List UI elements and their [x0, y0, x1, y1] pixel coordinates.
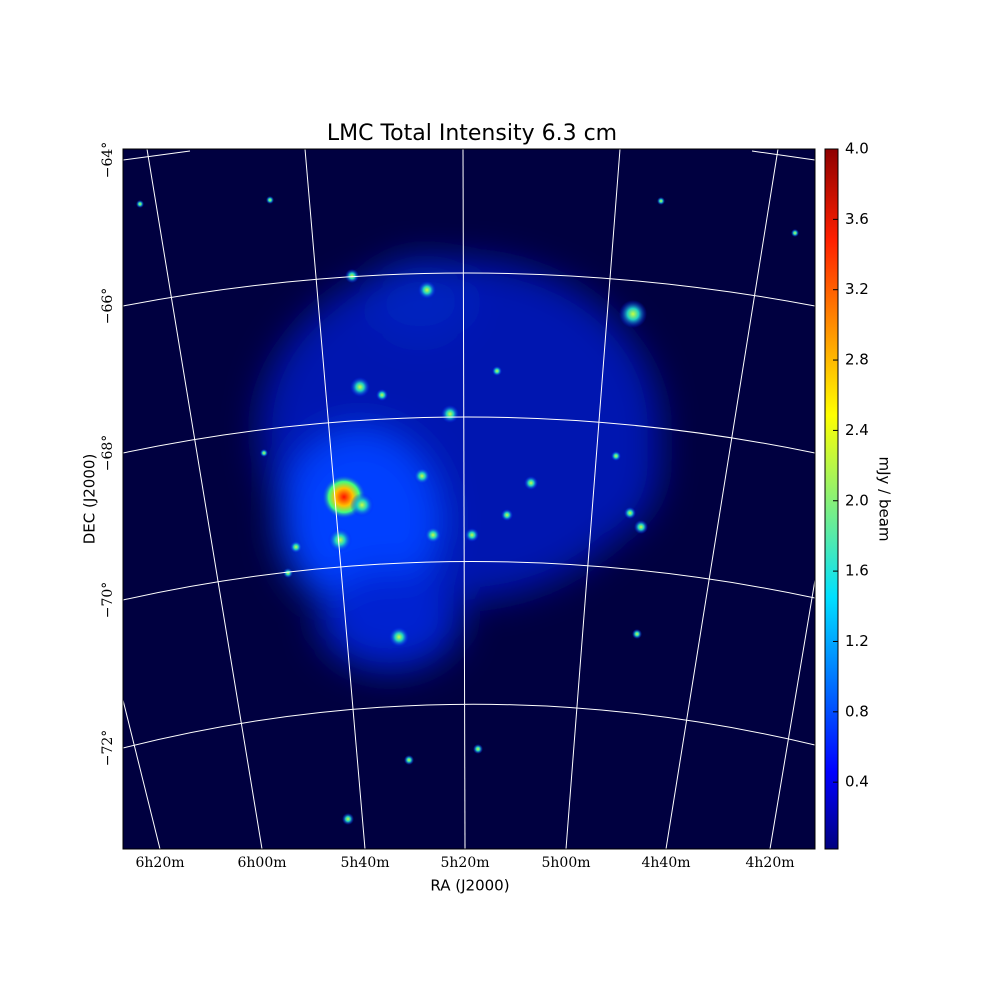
ra-tick-label: 4h20m	[745, 855, 794, 871]
sources	[136, 196, 799, 825]
colorbar	[824, 148, 839, 850]
colorbar-tick-label: 2.4	[845, 421, 869, 439]
x-axis-label: RA (J2000)	[430, 877, 509, 895]
colorbar-tick-label: 3.2	[845, 280, 869, 298]
ra-tick-label: 5h20m	[440, 855, 489, 871]
ra-tick-label: 4h40m	[641, 855, 690, 871]
colorbar-tick-label: 1.6	[845, 562, 869, 580]
dec-tick-label: −70°	[100, 582, 116, 619]
dec-tick-label: −68°	[100, 435, 116, 472]
colorbar-tick-label: 4.0	[845, 140, 869, 158]
y-axis-label: DEC (J2000)	[81, 454, 99, 545]
plot-frame	[122, 148, 816, 850]
colorbar-tick-label: 1.2	[845, 632, 869, 650]
coordinate-grid	[123, 149, 815, 849]
colorbar-tick-label: 2.0	[845, 491, 869, 509]
ra-tick-label: 5h40m	[340, 855, 389, 871]
dec-tick-label: −66°	[100, 288, 116, 325]
colorbar-tick-label: 0.4	[845, 773, 869, 791]
colorbar-label: mJy / beam	[876, 456, 894, 541]
ra-tick-label: 6h00m	[237, 855, 286, 871]
colorbar-tick-label: 0.8	[845, 702, 869, 720]
ra-tick-label: 5h00m	[541, 855, 590, 871]
title: LMC Total Intensity 6.3 cm	[327, 121, 617, 146]
image	[123, 149, 815, 849]
dec-tick-label: −72°	[100, 730, 116, 767]
dec-tick-label: −64°	[100, 142, 116, 179]
ra-tick-label: 6h20m	[135, 855, 184, 871]
colorbar-tick-label: 3.6	[845, 210, 869, 228]
colorbar-tick-label: 2.8	[845, 351, 869, 369]
